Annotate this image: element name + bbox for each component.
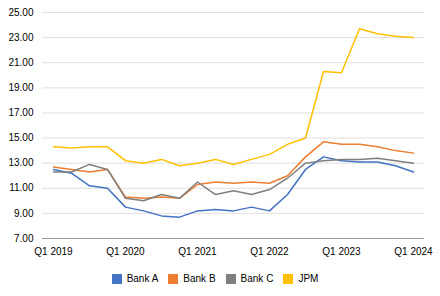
svg-text:11.00: 11.00: [9, 182, 34, 193]
svg-text:25.00: 25.00: [8, 7, 33, 18]
html-text:Bank C: Bank C: [240, 273, 274, 284]
svg-text:Q1 2019: Q1 2019: [34, 246, 73, 257]
svg-text:15.00: 15.00: [8, 132, 33, 143]
html-text:Bank B: Bank B: [183, 273, 216, 284]
svg-text:Q1 2023: Q1 2023: [322, 246, 361, 257]
svg-text:13.00: 13.00: [8, 157, 33, 168]
html-text:JPM: JPM: [298, 273, 319, 284]
svg-text:21.00: 21.00: [8, 57, 33, 68]
svg-text:19.00: 19.00: [8, 82, 33, 93]
html-text:Bank A: Bank A: [126, 273, 159, 284]
svg-text:Q1 2024: Q1 2024: [394, 246, 433, 257]
svg-text:9.00: 9.00: [14, 208, 34, 219]
svg-text:17.00: 17.00: [8, 107, 33, 118]
svg-text:Q1 2020: Q1 2020: [106, 246, 145, 257]
svg-text:23.00: 23.00: [8, 32, 33, 43]
svg-text:7.00: 7.00: [14, 233, 34, 244]
svg-text:Q1 2022: Q1 2022: [250, 246, 289, 257]
svg-text:Q1 2021: Q1 2021: [178, 246, 217, 257]
